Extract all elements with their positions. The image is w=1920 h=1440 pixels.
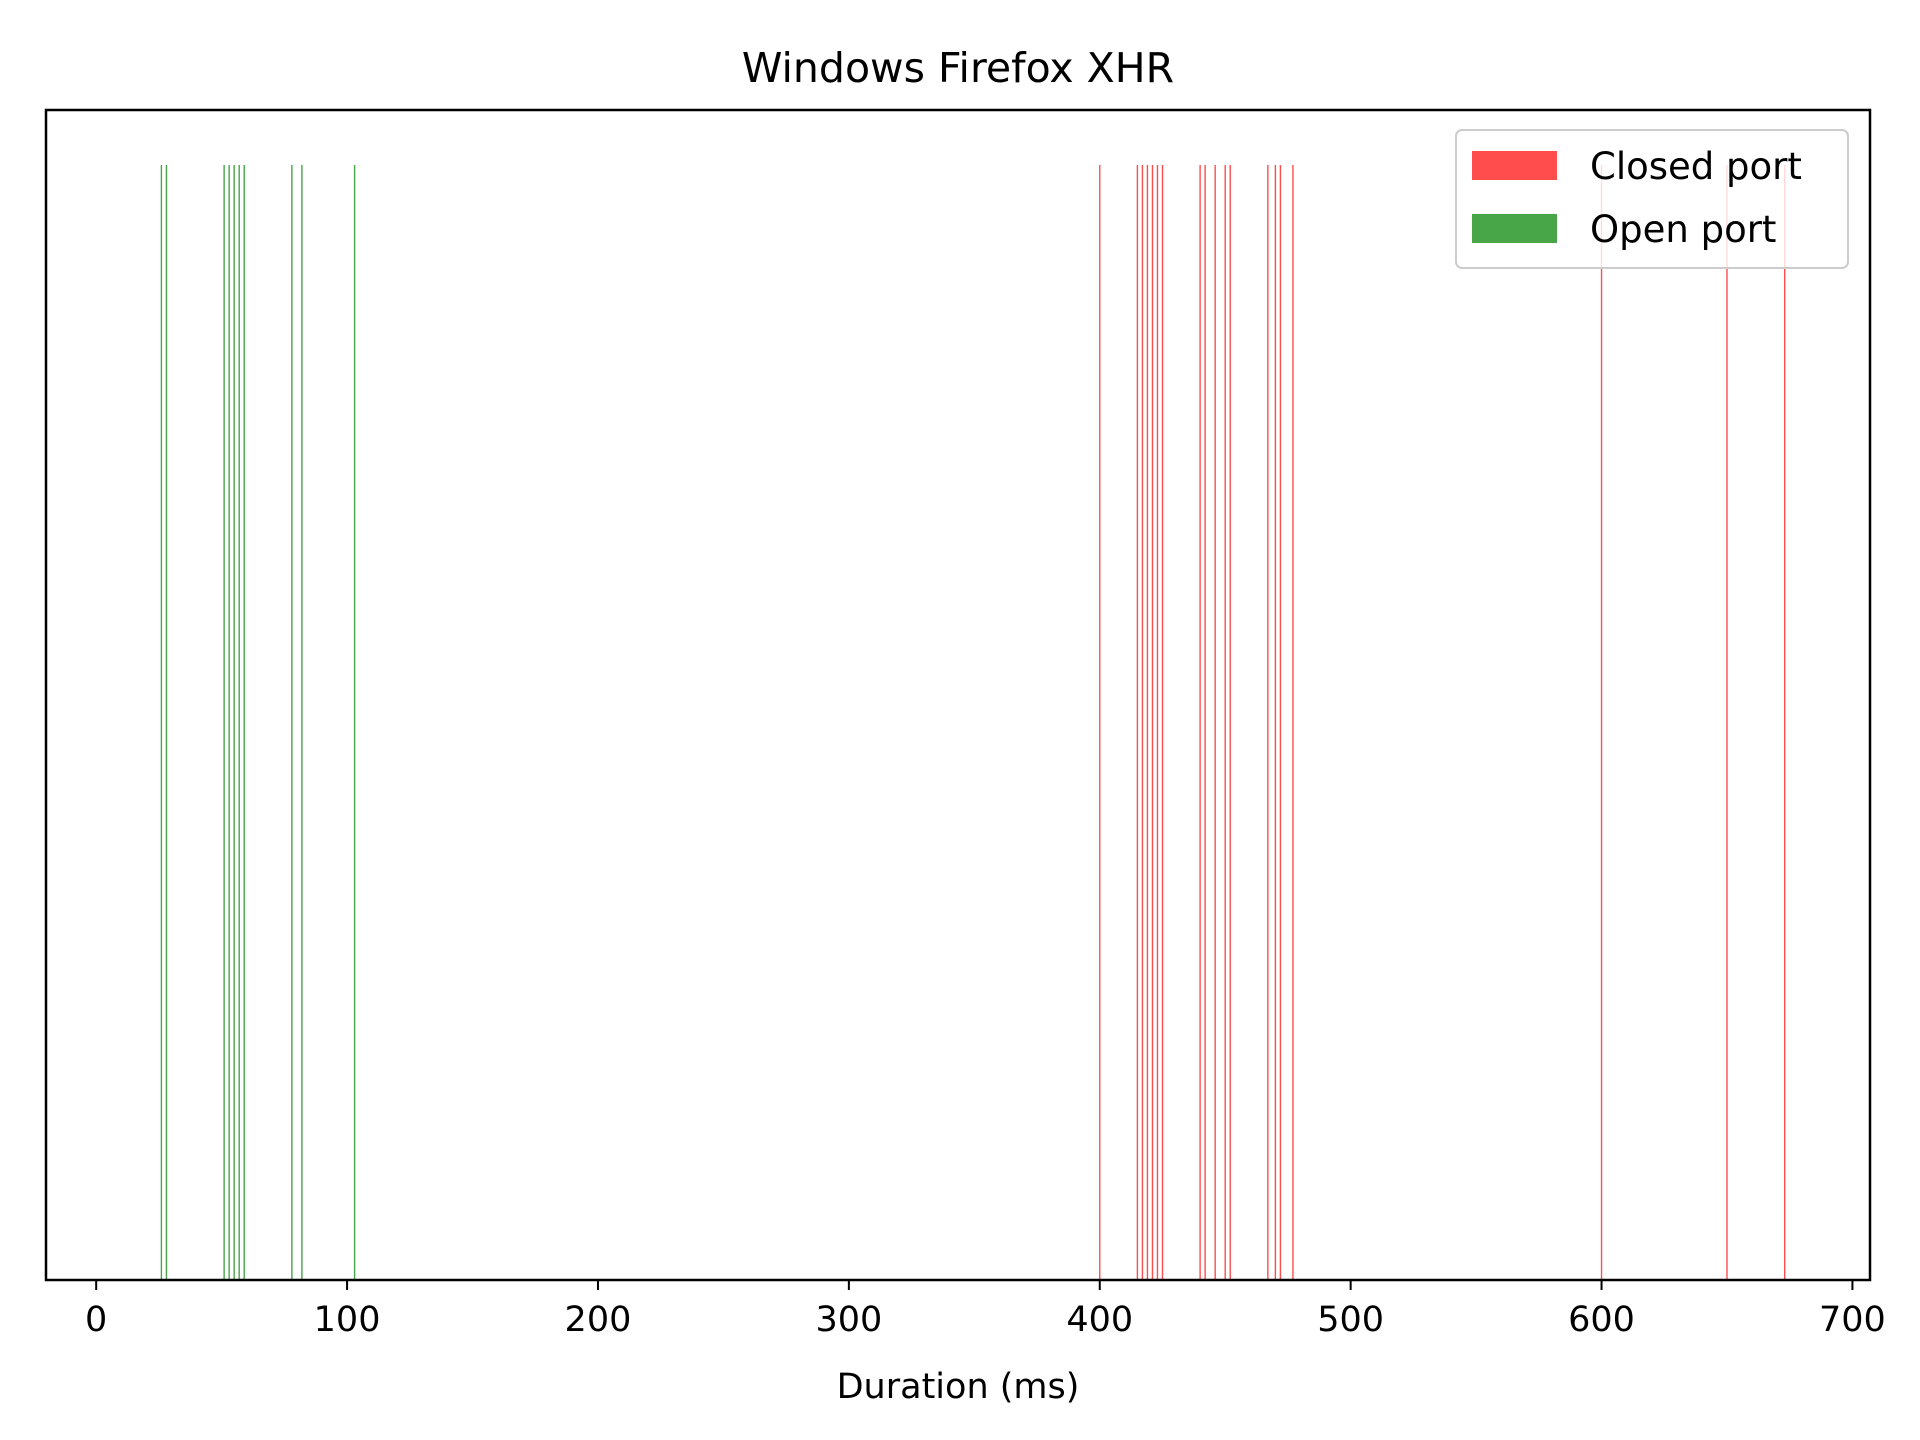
x-axis: 0 100 200 300 400 500 600 700 [85,1280,1886,1340]
legend-swatch-open-port [1472,214,1557,243]
x-tick-label: 500 [1317,1300,1384,1340]
x-tick-label: 400 [1066,1300,1133,1340]
legend-label-open-port: Open port [1590,208,1776,251]
x-tick-label: 100 [314,1300,381,1340]
event-lines [160,165,1786,1280]
x-tick-label: 200 [565,1300,632,1340]
chart-title: Windows Firefox XHR [742,44,1174,92]
x-tick-label: 700 [1819,1300,1886,1340]
legend-swatch-closed-port [1472,151,1557,180]
x-tick-label: 300 [815,1300,882,1340]
x-tick-label: 600 [1568,1300,1635,1340]
legend-label-closed-port: Closed port [1590,145,1802,188]
plot-frame [44,108,1872,1282]
x-axis-label: Duration (ms) [837,1367,1080,1407]
legend: Closed port Open port [1455,129,1849,269]
x-tick-label: 0 [85,1300,107,1340]
